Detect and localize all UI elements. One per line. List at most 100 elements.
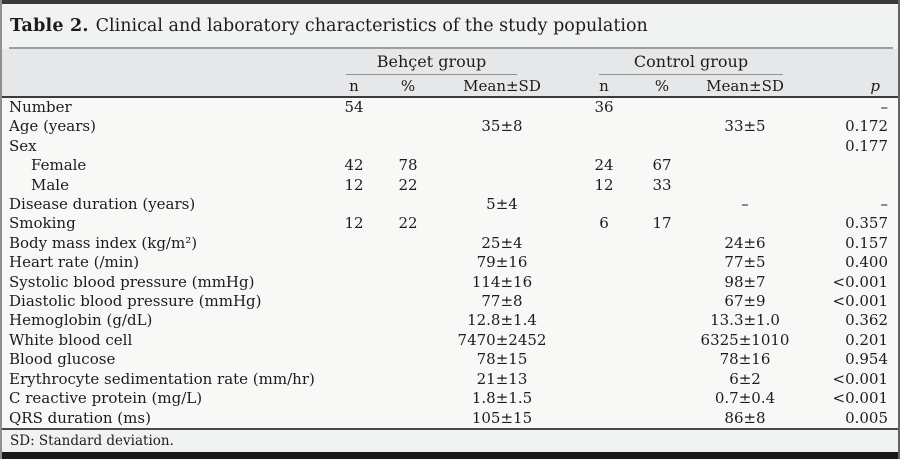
control-percent-cell	[640, 409, 684, 428]
behcet-n-cell	[328, 311, 380, 330]
behcet-percent-cell: 22	[398, 175, 418, 194]
p-value-cell: <0.001	[832, 389, 889, 408]
control-mean-cell	[684, 214, 806, 233]
control-n-cell: 12	[594, 175, 614, 194]
p-value-cell: 0.400	[845, 253, 889, 272]
behcet-percent-cell	[380, 311, 436, 330]
behcet-percent-cell	[380, 253, 436, 272]
row-label-cell: Systolic blood pressure (mmHg)	[9, 272, 255, 291]
control-group-label: Control group	[599, 52, 784, 75]
behcet-mean-cell: 25±4	[481, 233, 523, 252]
behcet-mean-cell: 12.8±1.4	[467, 311, 537, 330]
control-n-cell	[568, 331, 640, 350]
behcet-percent-header: %	[380, 75, 436, 98]
empty-header-cell	[806, 49, 898, 75]
control-n-cell	[568, 370, 640, 389]
table-row: Blood glucose 78±15 78±16 0.954	[2, 350, 898, 369]
behcet-percent-cell	[380, 273, 436, 292]
control-percent-cell: 67	[652, 156, 672, 175]
behcet-n-cell	[328, 273, 380, 292]
control-mean-cell: 33±5	[724, 117, 766, 136]
footnote: SD: Standard deviation.	[2, 429, 898, 452]
table-row: Hemoglobin (g/dL) 12.8±1.4 13.3±1.0 0.36…	[2, 311, 898, 330]
control-n-cell	[568, 137, 640, 156]
behcet-n-cell	[328, 195, 380, 214]
control-mean-cell	[684, 176, 806, 195]
table-row: C reactive protein (mg/L) 1.8±1.5 0.7±0.…	[2, 389, 898, 408]
p-value-cell: <0.001	[832, 292, 889, 311]
behcet-n-cell	[328, 117, 380, 136]
behcet-percent-cell	[380, 370, 436, 389]
control-mean-cell: –	[741, 195, 749, 214]
behcet-group-header-cell: Behçet group	[328, 49, 568, 75]
behcet-percent-cell	[380, 137, 436, 156]
behcet-percent-cell	[380, 331, 436, 350]
control-mean-cell	[684, 156, 806, 175]
control-n-cell: 24	[594, 156, 614, 175]
row-label-cell: Age (years)	[9, 117, 96, 136]
behcet-mean-cell: 7470±2452	[457, 330, 547, 349]
caption-divider	[9, 47, 893, 49]
row-label-cell: Sex	[9, 136, 37, 155]
control-percent-cell	[640, 97, 684, 117]
control-mean-cell	[684, 137, 806, 156]
table-row: Number 54 36 –	[2, 97, 898, 117]
p-value-cell: 0.201	[845, 330, 889, 349]
behcet-mean-cell	[436, 97, 568, 117]
behcet-percent-cell: 22	[398, 214, 418, 233]
row-label-cell: Male	[31, 175, 69, 194]
control-percent-cell	[640, 253, 684, 272]
table-caption-text: Clinical and laboratory characteristics …	[95, 15, 648, 36]
table-row: Heart rate (/min) 79±16 77±5 0.400	[2, 253, 898, 272]
behcet-mean-cell: 35±8	[481, 117, 523, 136]
control-mean-cell: 6±2	[729, 369, 761, 388]
behcet-percent-cell: 78	[398, 156, 418, 175]
behcet-n-cell: 54	[344, 98, 364, 116]
table-row: Male 12 22 12 33	[2, 176, 898, 195]
behcet-mean-cell	[436, 214, 568, 233]
row-label-cell: Disease duration (years)	[9, 195, 196, 214]
behcet-n-cell: 12	[344, 214, 364, 233]
control-n-cell	[568, 389, 640, 408]
row-label-cell: C reactive protein (mg/L)	[9, 389, 203, 408]
control-n-cell	[568, 311, 640, 330]
table-row: Erythrocyte sedimentation rate (mm/hr) 2…	[2, 370, 898, 389]
bottom-rule	[2, 452, 898, 459]
p-value-cell: –	[880, 195, 889, 214]
table-row: Body mass index (kg/m²) 25±4 24±6 0.157	[2, 234, 898, 253]
behcet-group-label: Behçet group	[346, 52, 517, 75]
behcet-mean-cell: 21±13	[476, 369, 528, 388]
control-mean-cell: 6325±1010	[700, 330, 790, 349]
control-percent-cell	[640, 137, 684, 156]
behcet-n-cell	[328, 389, 380, 408]
p-value-cell	[806, 176, 898, 195]
behcet-percent-cell	[380, 195, 436, 214]
control-percent-cell	[640, 117, 684, 136]
empty-subheader-cell	[2, 75, 328, 98]
p-value-cell: 0.357	[845, 214, 889, 233]
control-mean-cell: 0.7±0.4	[714, 389, 776, 408]
row-label-cell: Hemoglobin (g/dL)	[9, 311, 153, 330]
control-mean-cell: 86±8	[724, 408, 766, 427]
table-row: Sex 0.177	[2, 137, 898, 156]
behcet-percent-cell	[380, 117, 436, 136]
p-value-cell: <0.001	[832, 272, 889, 291]
p-value-cell: <0.001	[832, 369, 889, 388]
control-mean-cell: 24±6	[724, 233, 766, 252]
behcet-percent-cell	[380, 234, 436, 253]
table-row: Systolic blood pressure (mmHg) 114±16 98…	[2, 273, 898, 292]
control-percent-cell: 17	[652, 214, 672, 233]
behcet-n-cell	[328, 253, 380, 272]
control-percent-cell	[640, 370, 684, 389]
table-row: Disease duration (years) 5±4 – –	[2, 195, 898, 214]
table-row: White blood cell 7470±2452 6325±1010 0.2…	[2, 331, 898, 350]
behcet-n-cell	[328, 292, 380, 311]
behcet-mean-cell: 77±8	[481, 292, 523, 311]
group-header-row: Behçet group Control group	[2, 49, 898, 75]
row-label-cell: Body mass index (kg/m²)	[9, 233, 198, 252]
behcet-n-cell	[328, 331, 380, 350]
behcet-n-cell	[328, 409, 380, 428]
control-percent-cell	[640, 331, 684, 350]
table-row: Age (years) 35±8 33±5 0.172	[2, 117, 898, 136]
